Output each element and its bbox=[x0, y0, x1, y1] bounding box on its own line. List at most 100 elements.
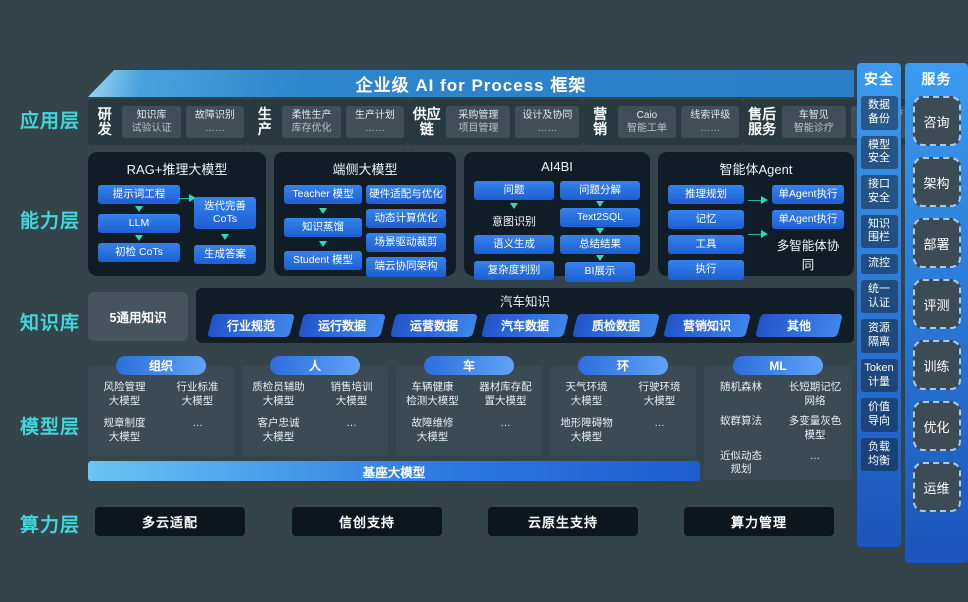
model-group-pill: 组织 bbox=[116, 356, 206, 375]
flow-step: 问题分解 bbox=[560, 181, 640, 201]
model-item: 车辆健康 检测大模型 bbox=[406, 381, 459, 407]
list-item: 硬件适配与优化 bbox=[366, 185, 446, 205]
app-group-label: 营销 bbox=[593, 105, 608, 137]
app-group-supply-chain: 供应链 采购管理 项目管理 设计及协同…… bbox=[408, 99, 584, 145]
capability-box-title: RAG+推理大模型 bbox=[126, 162, 228, 177]
model-group-organization: 组织 风险管理 大模型 行业标准 大模型 规章制度 大模型 … bbox=[88, 356, 234, 456]
security-column-title: 安全 bbox=[864, 71, 894, 87]
arrow-down-icon bbox=[319, 241, 327, 248]
general-knowledge-box: 5通用知识 bbox=[88, 292, 188, 341]
arrow-down-icon bbox=[596, 255, 604, 262]
app-group-label: 生产 bbox=[257, 105, 272, 137]
list-item: 端云协同架构 bbox=[366, 257, 446, 277]
model-item: 器材库存配 置大模型 bbox=[479, 381, 532, 407]
service-item: 部署 bbox=[912, 218, 961, 268]
compute-box-management: 算力管理 bbox=[684, 507, 834, 536]
model-item: … bbox=[346, 417, 357, 430]
model-group-pill: ML bbox=[733, 356, 823, 375]
arrow-right-icon bbox=[189, 194, 196, 202]
model-group-vehicle: 车 车辆健康 检测大模型 器材库存配 置大模型 故障维修 大模型 … bbox=[396, 356, 542, 456]
services-column: 服务 咨询 架构 部署 评测 训练 优化 运维 bbox=[905, 63, 968, 563]
layer-label-app: 应用层 bbox=[20, 111, 81, 132]
knowledge-pill: 运营数据 bbox=[389, 314, 478, 337]
auto-knowledge-title: 汽车知识 bbox=[499, 295, 550, 309]
app-group-production: 生产 柔性生产 库存优化 生产计划…… bbox=[248, 99, 408, 145]
arrow-right-icon bbox=[761, 196, 768, 204]
flow-step: Teacher 模型 bbox=[284, 185, 362, 205]
app-item: 故障识别…… bbox=[185, 106, 245, 138]
model-group-people: 人 质检员辅助 大模型 销售培训 大模型 客户忠诚 大模型 … bbox=[242, 356, 388, 456]
app-item: 车智见 智能诊疗 bbox=[781, 106, 846, 138]
model-item: 行业标准 大模型 bbox=[176, 381, 219, 407]
security-item: 负载 均衡 bbox=[860, 437, 898, 472]
compute-box-cloudnative: 云原生支持 bbox=[488, 507, 638, 536]
application-layer-row: 研发 知识库 试验认证 故障识别…… 生产 柔性生产 库存优化 生产计划…… 供应链… bbox=[88, 99, 919, 145]
app-item: Caio 智能工单 bbox=[617, 106, 677, 138]
security-item: 资源 隔离 bbox=[860, 319, 898, 353]
app-group-rd: 研发 知识库 试验认证 故障识别…… bbox=[88, 99, 248, 145]
security-item: 流控 bbox=[860, 254, 898, 274]
service-item: 优化 bbox=[912, 401, 961, 451]
layer-label-capability: 能力层 bbox=[20, 211, 81, 232]
app-item: 采购管理 项目管理 bbox=[446, 106, 511, 138]
services-column-title: 服务 bbox=[921, 71, 952, 87]
flow-step: BI展示 bbox=[565, 262, 635, 282]
model-group-pill: 车 bbox=[424, 356, 514, 375]
model-item: 质检员辅助 大模型 bbox=[252, 381, 305, 407]
security-item: 数据 备份 bbox=[860, 96, 898, 130]
model-item: 地形障碍物 大模型 bbox=[560, 417, 613, 443]
arrow-down-icon bbox=[319, 208, 327, 215]
flow-step: Student 模型 bbox=[284, 251, 362, 271]
layer-label-compute: 算力层 bbox=[20, 515, 81, 536]
service-item: 训练 bbox=[912, 340, 961, 390]
flow-step: LLM bbox=[98, 214, 180, 234]
model-group-pill: 环 bbox=[578, 356, 668, 375]
connector-line bbox=[178, 198, 190, 199]
security-item: Token 计量 bbox=[860, 358, 898, 393]
service-item: 运维 bbox=[912, 462, 961, 512]
flow-step: 提示词工程 bbox=[98, 185, 180, 205]
app-item: 知识库 试验认证 bbox=[122, 106, 181, 138]
capability-box-title: 智能体Agent bbox=[719, 162, 793, 177]
model-item: 多变量灰色 模型 bbox=[788, 415, 842, 441]
compute-box-multicloud: 多云适配 bbox=[95, 507, 245, 536]
knowledge-pill: 行业规范 bbox=[207, 314, 296, 337]
layer-label-model: 模型层 bbox=[20, 417, 81, 438]
model-item: 近似动态 规划 bbox=[720, 449, 762, 476]
capability-box-ai4bi: AI4BI 问题 意图识别 语义生成 复杂度判别 问题分解 Text2SQL 总… bbox=[464, 152, 650, 282]
capability-box-edge-model: 端侧大模型 Teacher 模型 知识蒸馏 Student 模型 硬件适配与优化… bbox=[274, 152, 456, 277]
app-item: 线索评级…… bbox=[681, 106, 740, 138]
model-item: 规章制度 大模型 bbox=[103, 417, 146, 443]
capability-box-title: 端侧大模型 bbox=[332, 162, 398, 177]
model-item: 风险管理 大模型 bbox=[103, 381, 146, 407]
agent-module: 工具 bbox=[668, 235, 744, 255]
agent-exec-step: 单Agent执行 bbox=[772, 210, 844, 230]
foundation-model-bar: 基座大模型 bbox=[88, 461, 700, 481]
model-item: … bbox=[500, 417, 511, 430]
connector-line bbox=[748, 234, 762, 235]
auto-knowledge-box: 汽车知识 行业规范 运行数据 运营数据 汽车数据 质检数据 营销知识 其他 bbox=[196, 288, 854, 343]
flow-step: 总结结果 bbox=[560, 235, 640, 255]
framework-title: 企业级 AI for Process 框架 bbox=[88, 70, 854, 97]
arrow-down-icon bbox=[596, 201, 604, 208]
flow-step: 复杂度判别 bbox=[474, 261, 554, 281]
capability-box-agent: 智能体Agent 推理规划 记忆 工具 执行 单Agent执行 单Agent执行… bbox=[658, 152, 854, 280]
arrow-down-icon bbox=[596, 228, 604, 235]
model-item: 行驶环境 大模型 bbox=[638, 381, 681, 407]
knowledge-pill: 汽车数据 bbox=[480, 314, 569, 337]
layer-label-knowledge: 知识库 bbox=[20, 313, 81, 334]
model-item: 随机森林 bbox=[720, 381, 762, 393]
app-group-label: 供应链 bbox=[412, 105, 441, 137]
model-item: 客户忠诚 大模型 bbox=[257, 417, 300, 443]
flow-step: 问题 bbox=[474, 181, 554, 201]
multi-agent-label: 多智能体协同 bbox=[776, 239, 840, 273]
arrow-down-icon bbox=[510, 203, 518, 210]
model-item: 天气环境 大模型 bbox=[565, 381, 608, 407]
model-item: … bbox=[809, 449, 821, 462]
app-group-label: 研发 bbox=[97, 105, 112, 137]
agent-module: 执行 bbox=[668, 260, 744, 280]
knowledge-pill: 运行数据 bbox=[298, 314, 387, 337]
service-item: 架构 bbox=[912, 157, 961, 207]
security-item: 接口 安全 bbox=[860, 175, 898, 209]
model-item: 销售培训 大模型 bbox=[330, 381, 373, 407]
